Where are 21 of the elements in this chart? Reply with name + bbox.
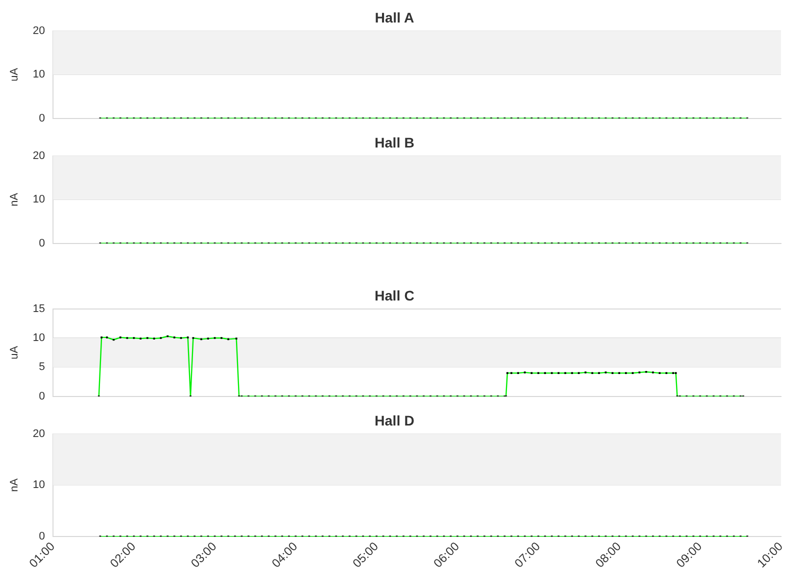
y-axis-title: uA: [8, 345, 21, 360]
chart-title: Hall C: [374, 287, 414, 304]
y-tick-label: 20: [32, 150, 45, 162]
y-axis-title: nA: [8, 192, 21, 206]
y-tick-label: 10: [32, 68, 45, 81]
y-tick-label: 0: [38, 237, 45, 250]
chart-title: Hall B: [374, 134, 414, 150]
y-tick-label: 10: [32, 332, 45, 344]
y-tick-label: 15: [32, 302, 45, 315]
y-axis-title: uA: [8, 67, 21, 82]
y-tick-label: 10: [32, 479, 45, 492]
chart-title: Hall A: [374, 9, 414, 26]
y-tick-label: 0: [38, 530, 45, 543]
y-tick-label: 0: [38, 390, 45, 402]
y-axis-title: nA: [8, 478, 21, 492]
y-tick-label: 20: [32, 428, 45, 440]
y-tick-label: 10: [32, 194, 45, 206]
y-tick-label: 20: [32, 24, 45, 37]
chart-title: Hall D: [374, 412, 414, 428]
y-tick-label: 0: [38, 112, 45, 124]
y-tick-label: 5: [38, 361, 45, 374]
